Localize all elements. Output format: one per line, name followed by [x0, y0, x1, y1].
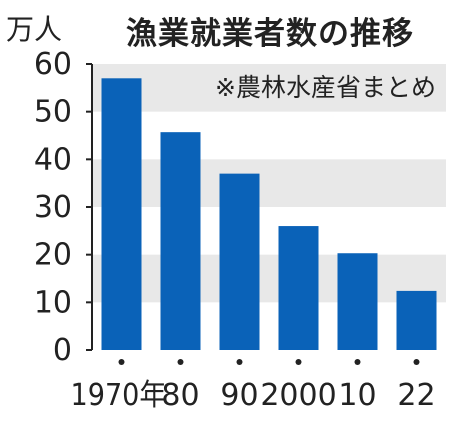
y-tick-label: 20: [34, 238, 72, 273]
category-dot: [118, 359, 125, 365]
x-tick-label: 90: [220, 378, 258, 413]
bar: [219, 173, 260, 350]
x-tick-label: 2000: [260, 378, 336, 413]
bar: [396, 290, 437, 350]
category-dot: [236, 359, 243, 365]
bar: [101, 78, 142, 351]
grid-band: [92, 159, 446, 207]
x-tick-label: 10: [338, 378, 376, 413]
bar: [278, 226, 319, 350]
bar: [337, 253, 378, 350]
y-tick-label: 10: [34, 285, 72, 320]
y-unit-label: 万人: [6, 13, 63, 46]
y-tick-label: 60: [34, 47, 72, 82]
y-tick-label: 40: [34, 142, 72, 177]
y-tick-label: 50: [34, 95, 72, 130]
grid-band: [92, 64, 446, 112]
chart-title: 漁業就業者数の推移: [126, 16, 414, 52]
category-dot: [413, 359, 420, 365]
grid-band: [92, 254, 446, 303]
y-tick-label: 0: [53, 333, 72, 368]
category-dot: [295, 359, 302, 365]
x-tick-label: 22: [397, 378, 435, 413]
y-tick-label: 30: [34, 190, 72, 225]
bar: [160, 132, 201, 350]
x-tick-label: 80: [161, 378, 199, 413]
x-tick-label: 1970年: [71, 378, 167, 413]
category-dot: [354, 359, 361, 365]
source-note: ※農林水産省まとめ: [215, 73, 436, 102]
category-dot: [177, 359, 184, 365]
